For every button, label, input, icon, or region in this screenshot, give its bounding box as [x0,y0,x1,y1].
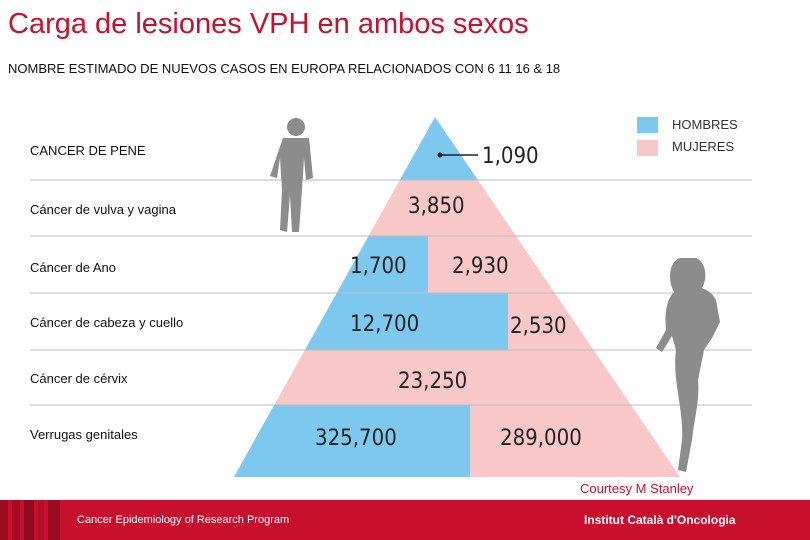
category-label-vulva-vagina: Cáncer de vulva y vagina [30,202,176,217]
value-label-mujeres: 2,930 [452,254,509,279]
man-silhouette-icon [270,118,313,232]
woman-silhouette-icon [656,258,720,472]
footer-program-text: Cancer Epidemiology of Research Program [77,514,290,526]
category-label-pene: CANCER DE PENE [30,143,146,158]
courtesy-note: Courtesy M Stanley [580,481,694,496]
leader-dot [437,152,443,158]
footer-stripe [38,500,44,540]
value-label-mujeres: 23,250 [398,369,467,394]
category-label-cabeza-cuello: Cáncer de cabeza y cuello [30,315,184,330]
category-label-cervix: Cáncer de cérvix [30,371,128,386]
footer-stripe [12,500,20,540]
bar-hombres [234,293,508,350]
legend-label-hombres: HOMBRES [672,117,738,132]
value-label-hombres: 1,700 [350,254,407,279]
footer-stripe [48,500,60,540]
legend-swatch-hombres [637,117,658,133]
value-labels: 1,090 3,850 1,700 2,930 12,700 2,530 23,250 325… [315,144,582,451]
value-label-mujeres: 289,000 [500,426,582,451]
footer-stripe [24,500,34,540]
row-dividers [30,179,752,406]
footer-bar: Cancer Epidemiology of Research Program … [0,500,810,540]
bar-hombres [234,117,680,180]
value-label-mujeres: 3,850 [408,194,465,219]
bar-mujeres [234,180,680,236]
footer-institution-text: Institut Català d'Oncologia [584,513,736,527]
value-label-hombres: 325,700 [315,426,397,451]
value-label-hombres: 1,090 [482,144,539,169]
category-label-verrugas: Verrugas genitales [30,427,138,442]
chart-title: Carga de lesiones VPH en ambos sexos [8,8,529,40]
footer-stripe [0,500,8,540]
legend-label-mujeres: MUJERES [672,139,735,154]
bar-mujeres [800,117,810,180]
value-label-mujeres: 2,530 [510,314,567,339]
bar-hombres [234,405,470,477]
category-label-ano: Cáncer de Ano [30,260,117,275]
legend-swatch-mujeres [637,140,658,156]
value-label-hombres: 12,700 [350,312,419,337]
chart-subtitle: NOMBRE ESTIMADO DE NUEVOS CASOS EN EUROP… [8,61,561,76]
